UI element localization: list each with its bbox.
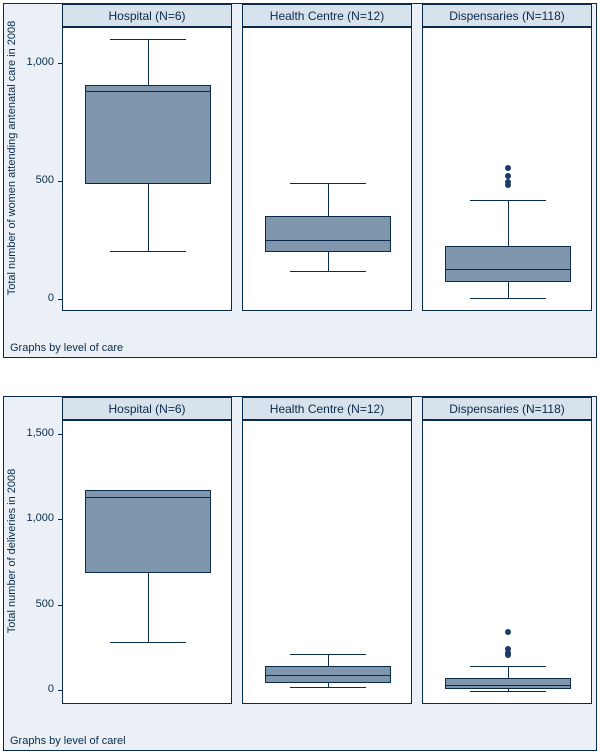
chart-panel: Graphs by level of carel Total number of …: [3, 396, 597, 751]
subplot-header: Dispensaries (N=118): [422, 397, 592, 420]
chart-area: Graphs by level of care Total number of w…: [4, 4, 596, 357]
whisker-upper: [148, 40, 149, 85]
subplot-plot: [422, 27, 592, 311]
outlier: [505, 179, 511, 185]
y-axis-label: Total number of deliveries in 2008: [6, 397, 18, 704]
whisker-cap-upper: [110, 39, 187, 40]
y-tick-label: 500: [14, 174, 54, 186]
subplot-header: Health Centre (N=12): [242, 397, 412, 420]
y-tick-label: 1,500: [14, 427, 54, 439]
subplot-plot: [242, 420, 412, 704]
subplot-plot: [62, 420, 232, 704]
subplot-header: Dispensaries (N=118): [422, 4, 592, 27]
box: [85, 490, 211, 573]
subplot-plot: [422, 420, 592, 704]
y-tick-label: 0: [14, 683, 54, 695]
whisker-cap-upper: [470, 200, 547, 201]
y-tick-label: 1,000: [14, 512, 54, 524]
outlier: [505, 165, 511, 171]
y-tick: [58, 299, 62, 300]
whisker-lower: [508, 282, 509, 299]
chart-panel: Graphs by level of care Total number of w…: [3, 3, 597, 358]
y-axis-label: Total number of women attending antenata…: [6, 4, 18, 311]
median: [85, 497, 211, 498]
whisker-upper: [508, 667, 509, 678]
y-tick: [58, 519, 62, 520]
y-tick: [58, 690, 62, 691]
whisker-cap-lower: [110, 251, 187, 252]
box: [265, 216, 391, 252]
y-tick: [58, 63, 62, 64]
outlier: [505, 646, 511, 652]
whisker-cap-upper: [470, 666, 547, 667]
subplot-plot: [242, 27, 412, 311]
outlier: [505, 629, 511, 635]
whisker-lower: [148, 573, 149, 642]
median: [445, 685, 571, 686]
box: [85, 85, 211, 184]
subplot-header: Hospital (N=6): [62, 397, 232, 420]
whisker-cap-lower: [290, 687, 367, 688]
y-tick: [58, 181, 62, 182]
median: [265, 240, 391, 241]
whisker-cap-lower: [470, 691, 547, 692]
whisker-lower: [148, 184, 149, 251]
box: [445, 678, 571, 689]
subplot-header: Hospital (N=6): [62, 4, 232, 27]
subplot-header: Health Centre (N=12): [242, 4, 412, 27]
whisker-lower: [328, 252, 329, 272]
y-tick: [58, 434, 62, 435]
whisker-upper: [328, 183, 329, 216]
subplot-plot: [62, 27, 232, 311]
whisker-upper: [508, 201, 509, 246]
panel-caption: Graphs by level of carel: [10, 735, 126, 747]
median: [265, 675, 391, 676]
median: [445, 269, 571, 270]
chart-area: Graphs by level of carel Total number of …: [4, 397, 596, 750]
whisker-cap-lower: [470, 298, 547, 299]
y-tick-label: 500: [14, 598, 54, 610]
whisker-cap-upper: [290, 183, 367, 184]
y-tick-label: 0: [14, 292, 54, 304]
box: [445, 246, 571, 283]
outlier: [505, 173, 511, 179]
whisker-cap-lower: [290, 271, 367, 272]
y-tick: [58, 605, 62, 606]
median: [85, 91, 211, 92]
whisker-cap-lower: [110, 642, 187, 643]
chart-root: Graphs by level of care Total number of w…: [0, 0, 600, 755]
panel-caption: Graphs by level of care: [10, 342, 123, 354]
whisker-upper: [328, 655, 329, 666]
whisker-cap-upper: [290, 654, 367, 655]
y-tick-label: 1,000: [14, 56, 54, 68]
